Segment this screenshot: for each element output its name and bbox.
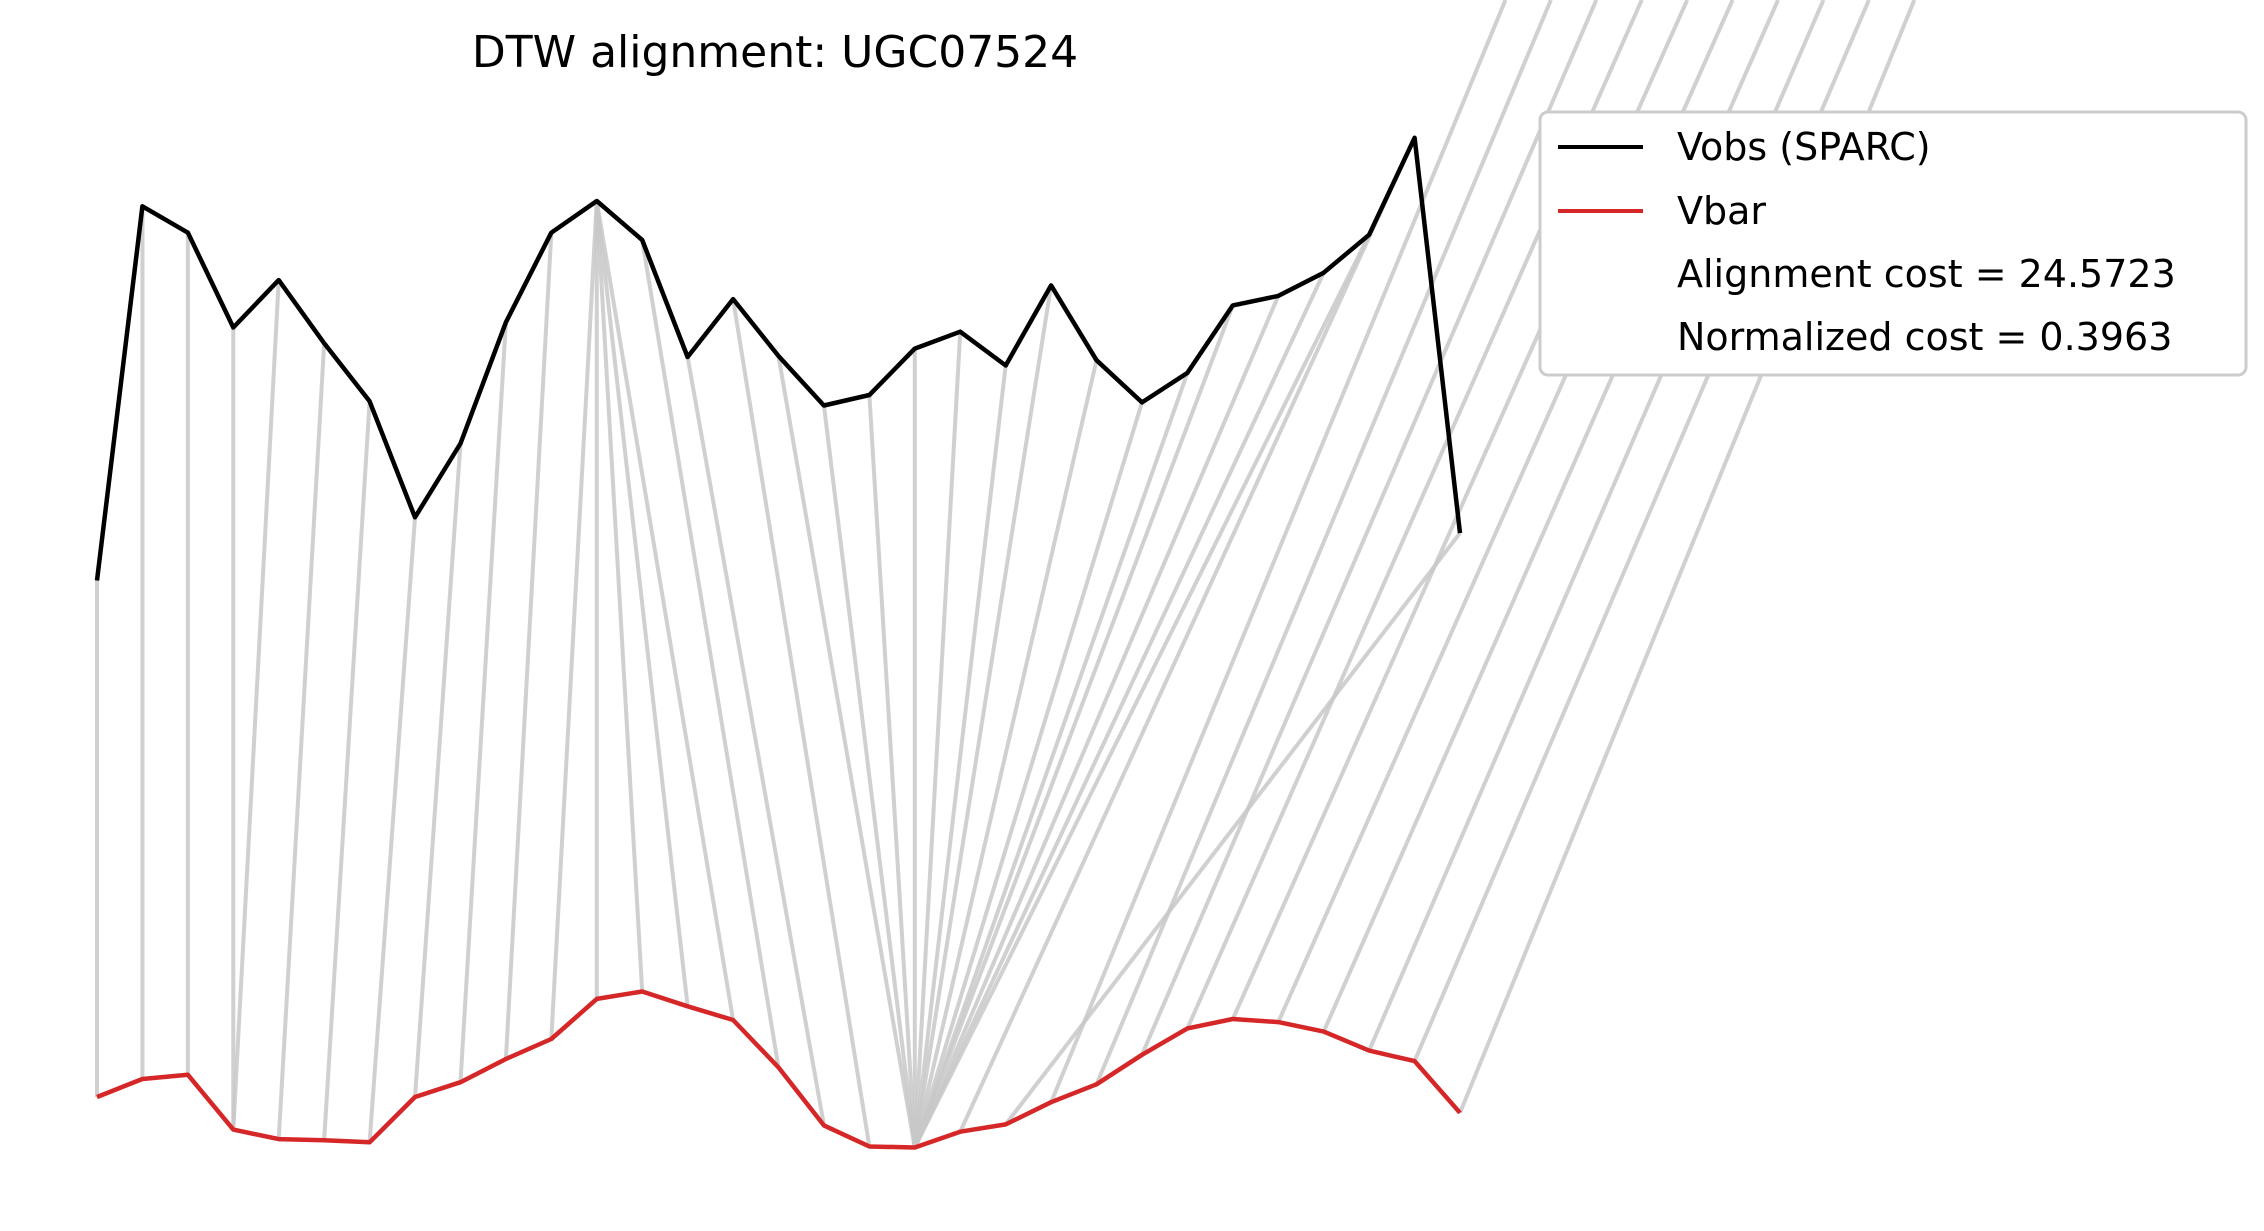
alignment-link: [731, 298, 872, 1147]
alignment-link: [958, 136, 1417, 1133]
alignment-link: [867, 394, 917, 1148]
alignment-link: [912, 401, 1144, 1149]
series-lines: [94, 135, 1463, 1150]
alignment-link: [1094, 0, 1553, 1086]
alignment-link: [912, 365, 1008, 1148]
alignment-link: [594, 200, 736, 1021]
legend-normalized-cost: Normalized cost = 0.3963: [1677, 315, 2172, 359]
alignment-link: [912, 372, 1190, 1149]
alignment-link: [912, 285, 1054, 1148]
alignment-link: [640, 239, 781, 1068]
alignment-link: [685, 356, 826, 1126]
legend-label-vobs: Vobs (SPARC): [1677, 125, 1931, 169]
alignment-link: [913, 233, 1371, 1149]
alignment-link: [503, 232, 554, 1060]
legend-frame: [1538, 110, 2248, 377]
alignment-link: [367, 517, 418, 1143]
alignment-link: [594, 200, 645, 992]
alignment-link: [276, 343, 327, 1140]
vbar-series-line: [96, 989, 1462, 1150]
alignment-link: [912, 271, 1326, 1149]
vobs-series-line: [94, 135, 1463, 581]
alignment-link: [912, 295, 1281, 1149]
alignment-link: [912, 331, 963, 1148]
alignment-link: [1140, 0, 1599, 1056]
alignment-link: [231, 279, 281, 1130]
alignment-link: [322, 401, 372, 1141]
alignment-link: [413, 443, 463, 1098]
alignment-link: [1049, 0, 1508, 1103]
alignment-link: [912, 304, 1235, 1149]
legend-label-vbar: Vbar: [1677, 189, 1766, 233]
alignment-link: [458, 322, 508, 1083]
alignment-link: [912, 359, 1099, 1148]
alignment-links: [95, 0, 1917, 1149]
alignment-link: [549, 200, 599, 1040]
chart-title: DTW alignment: UGC07524: [472, 27, 1078, 78]
legend: Vobs (SPARC) Vbar Alignment cost = 24.57…: [1538, 110, 2248, 377]
alignment-link: [594, 200, 690, 1007]
alignment-link: [776, 355, 917, 1148]
alignment-link: [821, 405, 917, 1148]
legend-alignment-cost: Alignment cost = 24.5723: [1677, 252, 2176, 296]
